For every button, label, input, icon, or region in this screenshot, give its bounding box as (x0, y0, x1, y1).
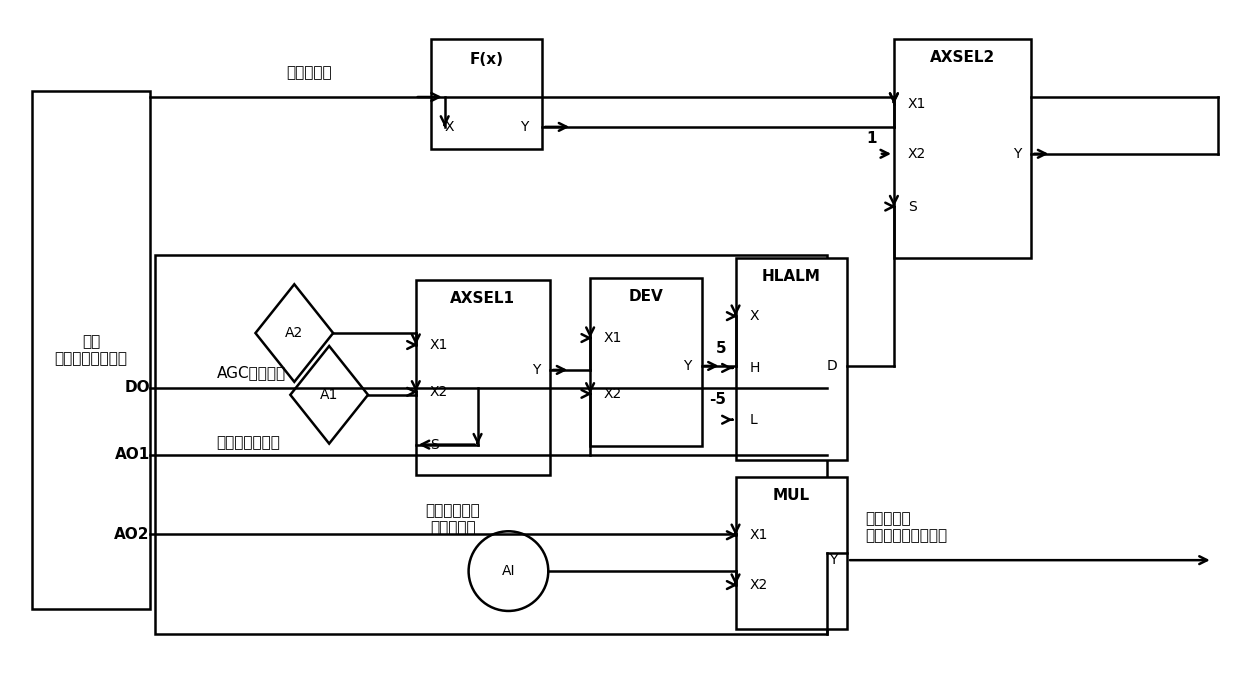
Text: MUL: MUL (773, 488, 810, 503)
Text: F(x): F(x) (470, 52, 503, 66)
Text: AXSEL2: AXSEL2 (930, 50, 996, 65)
Text: 1: 1 (867, 131, 877, 146)
Text: 5: 5 (715, 340, 727, 356)
Text: S: S (430, 438, 439, 452)
Bar (32, 91, 150, 609)
Text: X2: X2 (908, 147, 926, 161)
Bar (155, 255, 827, 634)
Text: X2: X2 (604, 387, 622, 401)
Polygon shape (290, 346, 368, 444)
Text: D: D (826, 359, 837, 373)
Text: -5: -5 (709, 392, 727, 408)
Bar (735, 259, 847, 459)
Text: AO2: AO2 (114, 527, 150, 542)
Text: 有功变化量: 有功变化量 (286, 66, 332, 80)
Bar (590, 278, 702, 446)
Text: 一次调频合格率: 一次调频合格率 (217, 435, 280, 450)
Text: AI: AI (502, 564, 515, 578)
Text: Y: Y (1013, 147, 1022, 161)
Text: A1: A1 (320, 388, 339, 402)
Text: Y: Y (828, 553, 837, 567)
Text: Y: Y (683, 359, 692, 373)
Text: A2: A2 (285, 326, 304, 340)
Bar (415, 280, 551, 475)
Text: X2: X2 (430, 385, 448, 399)
Text: DEV: DEV (629, 289, 663, 303)
Circle shape (469, 531, 548, 611)
Text: 机组一次调频
功率变化量: 机组一次调频 功率变化量 (425, 503, 480, 535)
Text: AO1: AO1 (114, 447, 150, 462)
Text: 优化后机组
一次调频功率变化量: 优化后机组 一次调频功率变化量 (866, 511, 947, 544)
Text: DO: DO (124, 380, 150, 396)
Text: X1: X1 (908, 97, 926, 111)
Text: X1: X1 (749, 528, 768, 542)
Text: S: S (908, 200, 916, 214)
Text: X1: X1 (604, 331, 622, 345)
Bar (894, 39, 1032, 259)
Polygon shape (255, 284, 334, 382)
Text: L: L (749, 412, 758, 426)
Bar (735, 477, 847, 629)
Text: H: H (749, 361, 760, 375)
Text: Y: Y (532, 363, 541, 377)
Text: AGC模式运行: AGC模式运行 (217, 366, 285, 380)
Text: AXSEL1: AXSEL1 (450, 291, 515, 305)
Text: X1: X1 (430, 338, 448, 352)
Text: X2: X2 (749, 578, 768, 592)
Text: 电网
一次调频考核系统: 电网 一次调频考核系统 (55, 334, 128, 366)
Bar (430, 39, 542, 149)
Text: Y: Y (520, 120, 528, 134)
Text: X: X (749, 309, 759, 323)
Text: X: X (445, 120, 454, 134)
Text: HLALM: HLALM (761, 269, 821, 284)
